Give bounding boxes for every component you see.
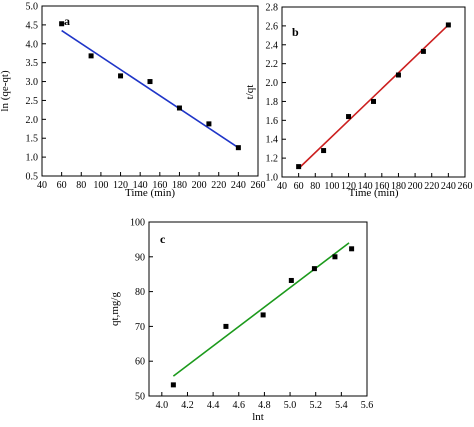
- data-point: [346, 114, 352, 120]
- y-tick-label: 70: [135, 322, 145, 333]
- x-tick-label: 140: [133, 180, 148, 191]
- chart-panel-b: 40 60 80 100 120 140 160 180 200 220 240 2601.01.21…: [244, 3, 473, 200]
- data-point: [260, 312, 266, 318]
- data-point: [395, 72, 401, 78]
- x-tick-label: 5.0: [284, 400, 297, 411]
- data-point: [223, 323, 229, 329]
- x-tick-label: 160: [152, 180, 167, 191]
- x-tick-label: 140: [358, 181, 373, 192]
- x-tick-label: 180: [391, 181, 406, 192]
- x-tick-label: 100: [93, 180, 108, 191]
- data-point: [118, 73, 124, 79]
- chart-panel-a: 40 60 80 100 120 140 160 180 200 220 240 260 0.5 1.0 1…: [0, 2, 266, 200]
- data-point: [371, 98, 376, 104]
- data-point: [59, 21, 65, 27]
- x-tick-label: 40: [37, 180, 47, 191]
- y-tick-label: 90: [135, 252, 145, 263]
- data-point: [88, 53, 94, 59]
- y-tick-label: 1.2: [266, 154, 279, 165]
- y-tick-label: 3.0: [26, 77, 39, 88]
- data-point: [206, 121, 212, 127]
- y-tick-label: 4.5: [26, 20, 39, 31]
- y-tick-label: 100: [130, 218, 145, 229]
- y-tick-label: 1.6: [266, 116, 279, 127]
- y-tick-label: 60: [135, 357, 145, 368]
- data-point: [445, 22, 451, 28]
- x-axis-label: Time (min): [125, 187, 175, 199]
- y-axis-label: ln (qe-qt): [0, 70, 11, 112]
- plot-frame: [41, 5, 259, 177]
- x-tick-label: 260: [251, 180, 266, 191]
- plot-frame: [148, 221, 368, 397]
- x-tick-label: 100: [324, 181, 339, 192]
- fit-line: [61, 29, 239, 149]
- x-tick-label: 5.6: [361, 400, 374, 411]
- x-tick-label: 260: [458, 181, 473, 192]
- data-point: [420, 48, 426, 54]
- y-axis-label: qt,mg/g: [109, 292, 121, 326]
- data-point: [332, 254, 338, 260]
- x-tick-label: 240: [441, 181, 456, 192]
- data-point: [235, 145, 241, 151]
- data-point: [176, 105, 182, 111]
- x-tick-label: 60: [294, 181, 304, 192]
- data-point: [311, 266, 317, 272]
- x-axis-label: Time (min): [348, 187, 398, 199]
- x-tick-label: 200: [192, 180, 207, 191]
- data-point: [349, 246, 355, 252]
- y-tick-label: 2.0: [266, 78, 279, 89]
- x-axis-label: lnt: [252, 411, 264, 423]
- y-tick-label: 2.5: [26, 96, 39, 107]
- fit-line: [172, 242, 350, 377]
- y-tick-label: 3.5: [26, 58, 39, 69]
- y-tick-label: 2.6: [266, 21, 279, 32]
- plot-frame: [281, 6, 466, 178]
- x-tick-label: 120: [113, 180, 128, 191]
- x-tick-label: 200: [408, 181, 423, 192]
- x-tick-label: 4.2: [181, 400, 194, 411]
- x-tick-label: 80: [76, 180, 86, 191]
- data-point: [288, 277, 294, 283]
- x-tick-label: 4.0: [156, 400, 169, 411]
- fit-line: [298, 24, 449, 170]
- y-axis-label: t/qt: [244, 85, 256, 100]
- y-tick-label: 5.0: [26, 2, 39, 13]
- x-tick-label: 80: [310, 181, 320, 192]
- panel-label: c: [160, 232, 166, 246]
- chart-panel-c: 4.0 4.2 4.4 4.6 4.8 5.0 5.2 5.4 5.6 50 60 70 80 90 100…: [109, 218, 373, 424]
- x-tick-label: 5.4: [335, 400, 348, 411]
- x-tick-label: 5.2: [309, 400, 322, 411]
- y-tick-label: 1.4: [266, 135, 279, 146]
- x-tick-label: 4.8: [258, 400, 271, 411]
- y-tick-label: 1.8: [266, 97, 279, 108]
- data-point: [321, 148, 327, 154]
- y-tick-label: 4.0: [26, 39, 39, 50]
- y-tick-label: 0.5: [26, 172, 39, 183]
- x-tick-label: 240: [231, 180, 246, 191]
- y-tick-label: 80: [135, 287, 145, 298]
- data-point: [170, 382, 176, 388]
- y-tick-label: 50: [135, 392, 145, 403]
- y-tick-label: 1.0: [266, 173, 279, 184]
- x-tick-label: 60: [57, 180, 67, 191]
- y-tick-label: 2.0: [26, 115, 39, 126]
- panel-label: b: [292, 25, 299, 39]
- x-tick-label: 220: [211, 180, 226, 191]
- y-tick-label: 1.5: [26, 134, 39, 145]
- x-tick-label: 40: [277, 181, 287, 192]
- data-point: [296, 164, 302, 170]
- x-tick-label: 4.4: [207, 400, 220, 411]
- x-tick-label: 220: [424, 181, 439, 192]
- y-tick-label: 2.4: [266, 40, 279, 51]
- y-tick-label: 1.0: [26, 153, 39, 164]
- data-point: [147, 79, 153, 85]
- x-tick-label: 180: [172, 180, 187, 191]
- x-tick-label: 160: [374, 181, 389, 192]
- y-tick-label: 2.2: [266, 59, 279, 70]
- x-tick-label: 120: [341, 181, 356, 192]
- y-tick-label: 2.8: [266, 3, 279, 14]
- x-tick-label: 4.6: [233, 400, 246, 411]
- panel-label: a: [64, 14, 70, 28]
